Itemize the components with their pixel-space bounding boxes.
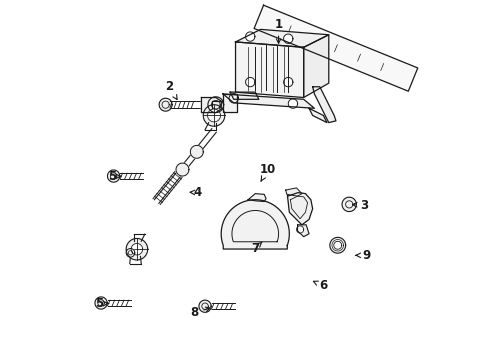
Polygon shape <box>254 5 417 91</box>
Polygon shape <box>297 225 308 237</box>
Polygon shape <box>283 77 292 87</box>
Polygon shape <box>131 243 142 255</box>
Polygon shape <box>296 226 303 233</box>
Polygon shape <box>303 35 328 98</box>
Polygon shape <box>95 297 107 309</box>
Polygon shape <box>287 99 297 108</box>
Polygon shape <box>223 94 314 108</box>
Polygon shape <box>159 98 172 111</box>
Polygon shape <box>223 94 237 112</box>
Polygon shape <box>126 248 135 257</box>
Polygon shape <box>228 94 238 103</box>
Polygon shape <box>201 98 221 113</box>
Polygon shape <box>285 188 301 196</box>
Polygon shape <box>333 241 341 249</box>
Polygon shape <box>235 42 303 98</box>
Text: 1: 1 <box>274 18 282 43</box>
Text: 5: 5 <box>107 170 121 183</box>
Text: 5: 5 <box>95 297 109 310</box>
Text: 6: 6 <box>313 279 327 292</box>
Polygon shape <box>245 32 254 41</box>
Polygon shape <box>247 194 265 202</box>
Polygon shape <box>235 30 328 47</box>
Text: 2: 2 <box>165 80 177 99</box>
Polygon shape <box>230 92 258 99</box>
Polygon shape <box>283 34 292 43</box>
Text: 10: 10 <box>259 163 275 181</box>
Text: 8: 8 <box>190 306 210 319</box>
Polygon shape <box>221 200 289 249</box>
Text: 7: 7 <box>251 242 262 255</box>
Polygon shape <box>287 193 312 225</box>
Polygon shape <box>107 170 120 182</box>
Text: 3: 3 <box>352 199 368 212</box>
Text: 4: 4 <box>190 186 202 199</box>
Polygon shape <box>329 237 345 253</box>
Text: 9: 9 <box>355 249 370 262</box>
Polygon shape <box>190 145 203 158</box>
Polygon shape <box>203 105 224 126</box>
Polygon shape <box>245 77 254 87</box>
Polygon shape <box>126 238 147 260</box>
Polygon shape <box>308 108 326 123</box>
Polygon shape <box>312 87 335 123</box>
Polygon shape <box>207 109 220 122</box>
Polygon shape <box>199 300 211 312</box>
Polygon shape <box>207 97 223 113</box>
Polygon shape <box>176 163 188 176</box>
Polygon shape <box>341 197 356 212</box>
